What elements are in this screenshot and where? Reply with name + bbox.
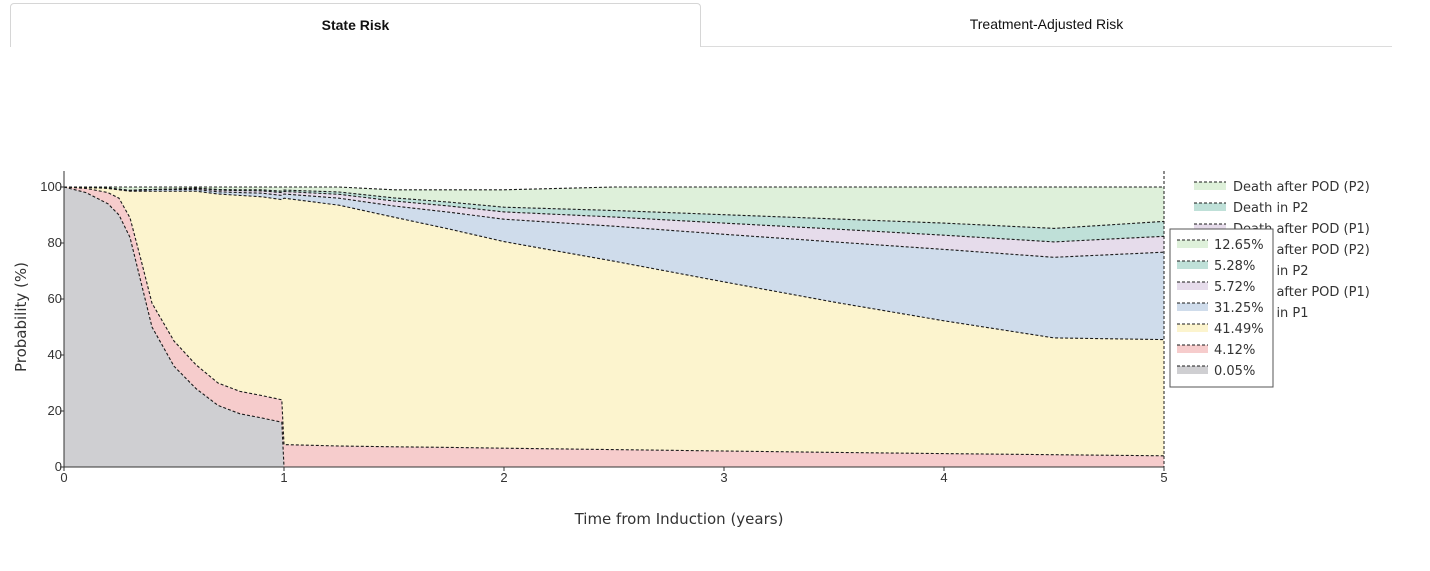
area-series-1 — [64, 187, 1164, 467]
legend-swatch — [1194, 203, 1226, 211]
y-tick-label: 0 — [55, 459, 62, 474]
hover-swatch — [1177, 345, 1208, 353]
hover-value-label: 41.49% — [1214, 322, 1264, 337]
area-series-5 — [64, 187, 1164, 258]
x-tick-label: 2 — [500, 470, 507, 485]
area-series-7 — [64, 187, 1164, 229]
y-tick-label: 40 — [48, 347, 62, 362]
legend-label: Death after POD (P2) — [1233, 180, 1370, 195]
x-tick-label: 5 — [1160, 470, 1167, 485]
legend-label: Death in P2 — [1233, 201, 1309, 216]
y-tick-label: 100 — [40, 179, 62, 194]
area-series-6 — [64, 187, 1164, 242]
y-tick-label: 60 — [48, 291, 62, 306]
series-line-5 — [63, 186, 1165, 243]
hover-swatch — [1177, 324, 1208, 332]
hover-swatch — [1177, 261, 1208, 269]
x-tick-label: 1 — [280, 470, 287, 485]
series-line-3 — [63, 186, 1165, 341]
hover-swatch — [1177, 303, 1208, 311]
hover-value-label: 31.25% — [1214, 301, 1264, 316]
hover-value-label: 5.72% — [1214, 280, 1255, 295]
hover-value-label: 5.28% — [1214, 259, 1255, 274]
hover-swatch — [1177, 240, 1208, 248]
legend-swatch — [1194, 182, 1226, 190]
series-line-4 — [63, 186, 1165, 258]
series-line-1 — [63, 186, 1164, 468]
x-tick-label: 4 — [940, 470, 947, 485]
hover-swatch — [1177, 282, 1208, 290]
tab-treatment-adjusted-risk[interactable]: Treatment-Adjusted Risk — [969, 16, 1124, 32]
hover-value-label: 0.05% — [1214, 364, 1255, 379]
legend-item[interactable]: Death in P2 — [1194, 201, 1309, 216]
y-tick-label: 20 — [48, 403, 62, 418]
legend-item[interactable]: Death after POD (P2) — [1194, 180, 1370, 195]
hover-value-label: 12.65% — [1214, 238, 1264, 253]
x-tick-label: 3 — [720, 470, 727, 485]
legend-swatch — [1194, 224, 1226, 232]
series-line-2 — [63, 186, 1165, 457]
y-axis-title: Probability (%) — [12, 262, 30, 372]
x-axis-title: Time from Induction (years) — [574, 510, 784, 528]
area-series-3 — [64, 187, 1164, 456]
tab-state-risk[interactable]: State Risk — [10, 3, 701, 47]
area-series-4 — [64, 187, 1164, 340]
hover-value-label: 4.12% — [1214, 343, 1255, 358]
tab-bar-baseline — [10, 46, 1392, 47]
y-tick-label: 80 — [48, 235, 62, 250]
tab-bar: State Risk Treatment-Adjusted Risk — [10, 3, 1392, 47]
x-tick-label: 0 — [60, 470, 67, 485]
series-line-7 — [64, 186, 1164, 191]
hover-swatch — [1177, 366, 1208, 374]
